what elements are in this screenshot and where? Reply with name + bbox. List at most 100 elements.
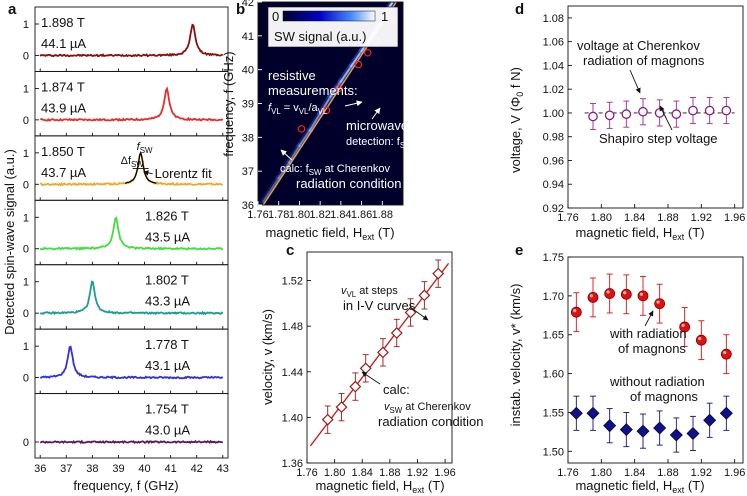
panel-d-point-6 [688, 105, 698, 116]
panel-c-velocity: 1.76 1.80 1.84 1.88 1.92 1.96 1.36 1.40 1.44 1.48… [282, 251, 484, 479]
panel-b-xtick-label-1.78: 1.78 [268, 209, 289, 221]
panel-d-annot-cheren-1: voltage at Cherenkov [577, 38, 700, 53]
panel-b-ridge-core-7 [339, 65, 353, 83]
panel-b-xtick-label-1.82: 1.82 [309, 209, 330, 221]
panel-a-lorentz-fit [124, 151, 157, 184]
panel-d-point-8 [721, 105, 732, 116]
panel-b-colorbar-min: 0 [272, 9, 279, 24]
panel-b-ridge-glow-0 [260, 174, 282, 205]
panel-e-frame [567, 256, 744, 464]
panel-label-a: a [8, 1, 17, 18]
panel-e-point-highlight-8 [723, 350, 727, 355]
panel-b-annot-resistive-1: resistive [268, 68, 316, 83]
panel-a-ylabel-zero-4: 0 [23, 308, 29, 320]
panel-e-point-highlight-4 [639, 292, 644, 296]
panel-a-current-3: 43.5 µA [145, 229, 190, 244]
panel-e-xtick-label-1.92: 1.92 [691, 467, 712, 479]
panel-c-annot-calc-2: vSW at Cherenkov [384, 401, 471, 415]
panel-c-ytick-label-1.52: 1.52 [282, 276, 303, 288]
panel-b-colorbar-max: 1 [381, 9, 388, 24]
panel-b-ylabel: frequency, f (GHz) [221, 51, 236, 156]
panel-b-resistive-point-0 [297, 125, 306, 133]
panel-b-arrow-micro [371, 107, 381, 120]
panel-c-point-4 [377, 346, 389, 359]
panel-a-frame-4 [34, 264, 229, 330]
panel-a-spectrum-3 [39, 216, 223, 251]
panel-e-ytick-label-1.65: 1.65 [543, 330, 564, 342]
panel-e-xtick-label-1.84: 1.84 [624, 467, 645, 479]
panel-e-xtick-label-1.88: 1.88 [657, 467, 678, 479]
panel-d-ylabel: voltage, V (Φ0 f N) [508, 67, 525, 173]
panel-d-point-5 [671, 109, 682, 119]
panel-e-point-highlight-6 [681, 323, 685, 327]
panel-d-ytick-label-0.94: 0.94 [543, 179, 564, 191]
panel-a-xtick-label-36: 36 [34, 463, 46, 475]
panel-a-xtick-label-38: 38 [86, 463, 98, 475]
panel-a-field-5: 1.778 T [145, 337, 189, 352]
panel-b-xtick-label-1.84: 1.84 [330, 209, 351, 221]
panel-d-xtick-label-1.84: 1.84 [624, 212, 645, 224]
panel-e-annot-without-2: of magnons [630, 389, 698, 404]
panel-a-fsw-label: fSW [137, 141, 153, 155]
panel-e-annot-with-2: of magnons [618, 341, 686, 356]
panel-d-frame [567, 5, 744, 209]
panel-a-field-2: 1.850 T [41, 144, 85, 159]
panel-e-point-with-2 [604, 288, 616, 299]
panel-a-field-0: 1.898 T [41, 15, 85, 30]
panel-e-ytick-label-1.50: 1.50 [543, 446, 564, 458]
panel-c-xtick-label-1.76: 1.76 [296, 467, 317, 479]
panel-e-xtick-label-1.80: 1.80 [591, 467, 612, 479]
panel-d-ytick-label-0.98: 0.98 [543, 132, 564, 144]
panel-a-ylabel-zero-1: 0 [23, 115, 29, 127]
panel-a-fit-arrow [143, 170, 153, 176]
panel-e-point-without-1 [586, 406, 600, 420]
panel-a-ylabel-zero-6: 0 [23, 437, 29, 449]
panel-d-xtick-label-1.76: 1.76 [557, 212, 578, 224]
panel-b-ytick-label-39: 39 [242, 99, 254, 111]
panel-b-ridge-core-2 [288, 144, 301, 164]
panel-a-field-4: 1.802 T [145, 273, 189, 288]
panel-c-arrow-vl [409, 306, 429, 321]
panel-b-ridge-glow-2 [286, 142, 303, 166]
panel-c-point-0 [321, 413, 334, 426]
panel-d-xtick-label-1.80: 1.80 [591, 212, 612, 224]
panel-a-ylabel-one-4: 1 [23, 277, 29, 289]
panel-b-ytick-label-36: 36 [242, 200, 254, 212]
panel-d-point-4 [654, 108, 665, 118]
panel-a-ylabel-one-0: 1 [23, 19, 29, 31]
panel-c-point-2 [349, 380, 362, 393]
panel-a-spectrum-4 [39, 280, 224, 316]
panel-e-point-with-5 [654, 298, 666, 310]
panel-d-point-7 [704, 105, 715, 116]
panel-b-annot-resistive-2: measurements: [268, 83, 358, 98]
panel-a-current-6: 43.0 µA [145, 423, 190, 438]
panel-b-arrow-calc [280, 149, 293, 161]
panel-c-ytick-label-1.48: 1.48 [282, 321, 303, 333]
panel-e-arrow-with [644, 310, 654, 327]
panel-d-arrow-shapiro [659, 105, 673, 131]
panel-d-voltage: 1.76 1.80 1.84 1.88 1.92 1.96 0.92 0.94 0.96 0.98… [543, 5, 745, 224]
panel-e-point-without-6 [669, 428, 683, 442]
panel-b-xtick-label-1.88: 1.88 [372, 209, 393, 221]
panel-b-annot-resistive-3: fVL = vVL/aVL [268, 102, 328, 116]
panel-d-xtick-label-1.92: 1.92 [691, 212, 712, 224]
panel-c-xtick-label-1.96: 1.96 [434, 467, 455, 479]
panel-a-ylabel-zero-3: 0 [23, 244, 29, 256]
panel-c-point-3 [359, 362, 372, 375]
panel-a-ylabel-zero-2: 0 [23, 179, 29, 191]
panel-a-xtick-label-40: 40 [138, 463, 150, 475]
panel-c-point-7 [418, 289, 431, 302]
panel-b-colorbar-label: SW signal (a.u.) [274, 29, 366, 44]
panel-c-frame [306, 251, 453, 464]
panel-e-annot-with-1: with radiation [609, 326, 687, 341]
panel-e-ytick-label-1.70: 1.70 [543, 291, 564, 303]
panel-b-ridge-core-3 [298, 129, 311, 147]
panel-e-point-highlight-3 [623, 291, 627, 295]
panel-b-arrow-resistive [344, 100, 363, 107]
panel-a-spectrum-0 [39, 23, 224, 58]
panel-d-arrow-cheren [629, 69, 641, 94]
panel-a-current-1: 43.9 µA [41, 100, 86, 115]
panel-d-ytick-label-1.02: 1.02 [543, 84, 564, 96]
panel-a-ylabel-one-3: 1 [23, 212, 29, 224]
panel-a-frame-3 [34, 199, 229, 266]
